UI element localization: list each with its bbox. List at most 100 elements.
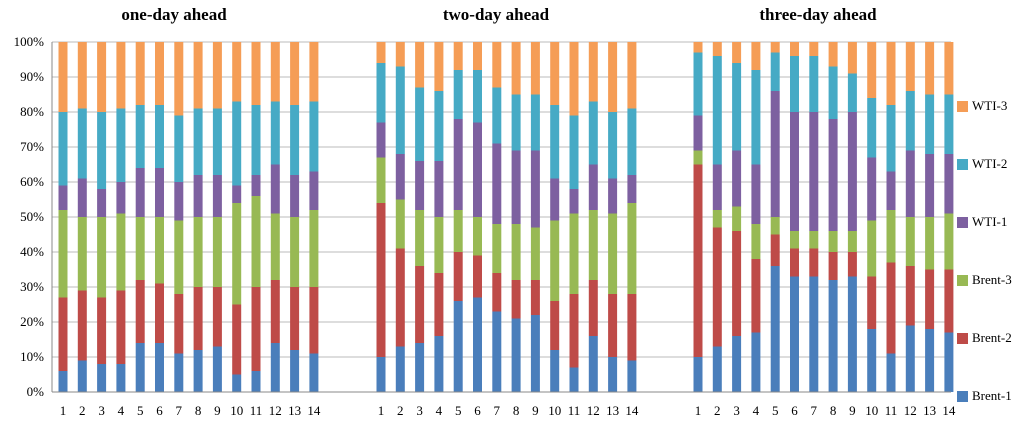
bar-segment-wti-3 — [588, 42, 598, 102]
bar-segment-brent-2 — [588, 280, 598, 336]
bar-segment-brent-2 — [944, 269, 954, 333]
bar-segment-brent-1 — [309, 353, 319, 392]
legend-swatch — [957, 159, 968, 170]
x-tick-label: 12 — [587, 403, 600, 418]
x-tick-label: 4 — [753, 403, 760, 418]
y-tick-label: 60% — [20, 174, 44, 189]
x-tick-label: 11 — [568, 403, 581, 418]
bar-segment-wti-3 — [693, 42, 703, 53]
bar-segment-wti-3 — [58, 42, 68, 112]
bar-segment-wti-3 — [886, 42, 896, 105]
bar-segment-wti-2 — [232, 101, 242, 186]
bar-segment-wti-1 — [251, 175, 261, 196]
bar-segment-wti-2 — [309, 101, 319, 172]
bar-segment-brent-3 — [77, 217, 87, 291]
bar-segment-wti-2 — [473, 70, 482, 123]
bar-segment-wti-3 — [627, 42, 637, 109]
x-tick-label: 4 — [118, 403, 125, 418]
bar-segment-wti-1 — [473, 122, 482, 217]
bar-segment-wti-2 — [395, 66, 405, 154]
bar-segment-brent-2 — [232, 304, 242, 375]
bar-segment-wti-3 — [116, 42, 126, 109]
bar-segment-wti-3 — [867, 42, 877, 98]
x-tick-label: 3 — [733, 403, 740, 418]
bar-segment-brent-2 — [212, 287, 222, 347]
bar-segment-brent-3 — [867, 220, 877, 277]
x-tick-label: 8 — [513, 403, 520, 418]
x-tick-label: 9 — [532, 403, 539, 418]
bar-segment-wti-2 — [415, 87, 425, 161]
bar-segment-brent-1 — [395, 346, 405, 392]
bar-segment-wti-3 — [434, 42, 444, 91]
x-tick-label: 3 — [416, 403, 423, 418]
bar-segment-brent-3 — [712, 210, 722, 228]
bar-segment-wti-1 — [511, 150, 521, 224]
bar-segment-brent-3 — [770, 217, 780, 235]
bar-segment-brent-3 — [309, 210, 319, 287]
bar-segment-wti-2 — [77, 108, 87, 179]
bar-segment-brent-3 — [790, 231, 799, 249]
bar-segment-brent-1 — [376, 357, 386, 392]
bar-segment-wti-2 — [867, 98, 877, 158]
x-tick-label: 9 — [849, 403, 856, 418]
x-tick-label: 12 — [904, 403, 917, 418]
bar-segment-brent-1 — [550, 350, 560, 392]
bar-segment-wti-2 — [627, 108, 637, 175]
bar-segment-wti-3 — [453, 42, 463, 70]
bar-segment-brent-3 — [453, 210, 463, 252]
bar-segment-wti-1 — [905, 150, 915, 217]
bar-segment-wti-1 — [376, 122, 386, 158]
bar-segment-wti-3 — [944, 42, 954, 95]
bar-segment-brent-3 — [290, 217, 300, 287]
x-tick-label: 5 — [455, 403, 462, 418]
bar-segment-wti-2 — [751, 70, 761, 165]
y-tick-label: 70% — [20, 139, 44, 154]
bar-segment-wti-1 — [790, 112, 799, 231]
bar-segment-wti-2 — [511, 94, 521, 151]
bar-segment-wti-1 — [847, 112, 857, 231]
bar-segment-brent-2 — [290, 287, 300, 350]
bar-segment-brent-3 — [212, 217, 222, 287]
bar-segment-brent-2 — [608, 294, 618, 357]
bar-segment-wti-1 — [867, 157, 877, 221]
bar-segment-brent-3 — [58, 210, 68, 298]
bar-segment-brent-2 — [135, 280, 145, 343]
bar-segment-wti-3 — [309, 42, 319, 102]
bar-segment-brent-3 — [550, 220, 560, 301]
bar-segment-brent-1 — [944, 332, 954, 392]
y-tick-label: 40% — [20, 244, 44, 259]
bar-segment-wti-2 — [886, 105, 896, 172]
bar-segment-brent-3 — [434, 217, 444, 273]
legend-label: Brent-3 — [972, 272, 1012, 287]
bar-segment-wti-3 — [415, 42, 425, 88]
bar-segment-brent-3 — [116, 213, 126, 291]
bar-segment-wti-1 — [550, 178, 560, 221]
bar-segment-brent-1 — [135, 343, 145, 392]
bar-segment-brent-1 — [569, 367, 579, 392]
bar-segment-brent-3 — [135, 217, 145, 280]
bar-segment-wti-3 — [376, 42, 386, 63]
bar-segment-wti-3 — [174, 42, 184, 116]
bar-segment-brent-2 — [58, 297, 68, 371]
x-tick-label: 14 — [307, 403, 321, 418]
x-tick-label: 5 — [772, 403, 779, 418]
bar-segment-brent-2 — [627, 294, 637, 361]
bar-segment-wti-3 — [712, 42, 722, 56]
bar-segment-brent-2 — [155, 283, 164, 343]
bar-segment-brent-3 — [415, 210, 425, 266]
bar-segment-brent-2 — [511, 280, 521, 319]
bar-segment-brent-3 — [627, 203, 637, 294]
x-tick-label: 10 — [230, 403, 243, 418]
bar-segment-brent-1 — [712, 346, 722, 392]
bar-segment-wti-1 — [608, 178, 618, 214]
x-tick-label: 9 — [214, 403, 221, 418]
bar-segment-brent-1 — [97, 364, 107, 392]
bar-segment-brent-3 — [174, 220, 184, 294]
x-tick-label: 13 — [288, 403, 301, 418]
bar-segment-wti-3 — [550, 42, 560, 105]
bar-segment-wti-2 — [847, 73, 857, 112]
bar-segment-brent-1 — [58, 371, 68, 392]
bar-segment-wti-3 — [569, 42, 579, 116]
bar-segment-wti-2 — [251, 105, 261, 175]
bar-segment-wti-3 — [270, 42, 280, 102]
